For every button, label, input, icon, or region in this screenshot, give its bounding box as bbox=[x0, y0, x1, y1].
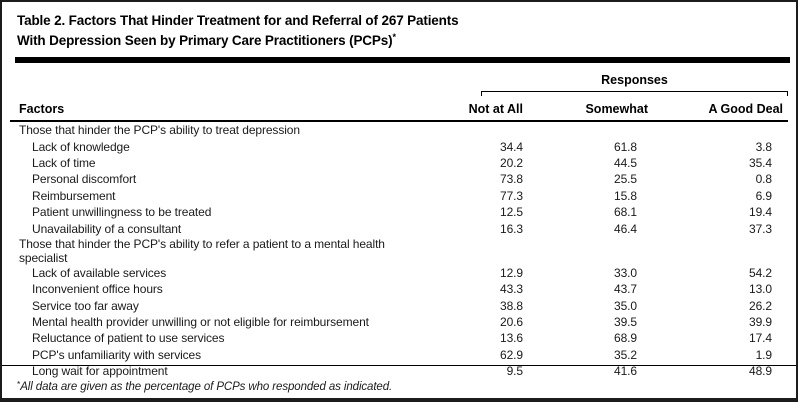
table-row: Unavailability of a consultant 16.3 46.4 37… bbox=[10, 220, 788, 236]
table-title-line1: Table 2. Factors That Hinder Treatment f… bbox=[17, 13, 459, 28]
value-cell bbox=[408, 121, 523, 138]
value-cell: 73.8 bbox=[500, 172, 523, 187]
value-cell: 43.3 bbox=[500, 282, 523, 297]
value-cell: 77.3 bbox=[500, 188, 523, 203]
column-header-row: Factors Not at All Somewhat A Good Deal bbox=[10, 96, 788, 122]
footnote-divider-rule bbox=[2, 365, 796, 366]
responses-spanner: Responses bbox=[408, 71, 788, 96]
value-cell: 1.9 bbox=[755, 347, 772, 362]
value-cell: 34.4 bbox=[500, 139, 523, 154]
value-cell bbox=[523, 237, 648, 265]
value-cell: 38.8 bbox=[500, 298, 523, 313]
value-cell: 25.5 bbox=[614, 172, 637, 187]
factor-label: Those that hinder the PCP's ability to t… bbox=[19, 123, 300, 138]
somewhat-column-header: Somewhat bbox=[522, 96, 648, 122]
value-cell: 12.9 bbox=[500, 265, 523, 280]
value-cell: 44.5 bbox=[614, 155, 637, 170]
value-cell bbox=[408, 237, 523, 265]
value-cell: 20.2 bbox=[500, 155, 523, 170]
factor-label: Reimbursement bbox=[32, 188, 116, 203]
title-divider-rule bbox=[15, 57, 790, 63]
value-cell: 6.9 bbox=[755, 188, 772, 203]
value-cell: 39.9 bbox=[749, 315, 772, 330]
factor-label: Reluctance of patient to use services bbox=[32, 331, 225, 346]
value-cell: 13.0 bbox=[749, 282, 772, 297]
value-cell bbox=[648, 237, 788, 265]
value-cell: 54.2 bbox=[749, 265, 772, 280]
factor-label: Inconvenient office hours bbox=[32, 282, 163, 297]
factor-label: Mental health provider unwilling or not … bbox=[32, 315, 369, 330]
table-title: Table 2. Factors That Hinder Treatment f… bbox=[17, 12, 786, 49]
not-at-all-column-header: Not at All bbox=[407, 96, 523, 122]
factors-table: Responses Factors Not at All Somewhat A … bbox=[10, 71, 788, 379]
table-row: Lack of time 20.2 44.5 35.4 bbox=[10, 155, 788, 171]
value-cell: 61.8 bbox=[614, 139, 637, 154]
value-cell bbox=[523, 121, 648, 138]
section-header-row: Those that hinder the PCP's ability to t… bbox=[10, 121, 788, 138]
spanner-spacer bbox=[10, 71, 408, 96]
value-cell: 48.9 bbox=[749, 364, 772, 379]
value-cell bbox=[648, 121, 788, 138]
factor-label: Lack of knowledge bbox=[32, 139, 130, 154]
factor-label: Unavailability of a consultant bbox=[32, 221, 182, 236]
a-good-deal-column-header: A Good Deal bbox=[647, 96, 788, 122]
factor-label: Personal discomfort bbox=[32, 172, 137, 187]
footnote-marker: * bbox=[17, 379, 21, 389]
table-body: Those that hinder the PCP's ability to t… bbox=[10, 121, 788, 379]
value-cell: 15.8 bbox=[614, 188, 637, 203]
factor-label: Lack of available services bbox=[32, 265, 167, 280]
value-cell: 68.1 bbox=[614, 205, 637, 220]
factors-column-header: Factors bbox=[10, 96, 408, 122]
value-cell: 3.8 bbox=[755, 139, 772, 154]
value-cell: 33.0 bbox=[614, 265, 637, 280]
responses-bracket bbox=[480, 91, 788, 96]
factor-label: PCP's unfamiliarity with services bbox=[32, 347, 202, 362]
value-cell: 35.2 bbox=[614, 347, 637, 362]
table-row: Lack of knowledge 34.4 61.8 3.8 bbox=[10, 138, 788, 154]
table-row: Inconvenient office hours 43.3 43.7 13.0 bbox=[10, 281, 788, 297]
value-cell: 68.9 bbox=[614, 331, 637, 346]
value-cell: 17.4 bbox=[749, 331, 772, 346]
footnote: *All data are given as the percentage of… bbox=[17, 379, 392, 393]
value-cell: 46.4 bbox=[614, 221, 637, 236]
footnote-text: All data are given as the percentage of … bbox=[20, 381, 393, 393]
table-row: Mental health provider unwilling or not … bbox=[10, 314, 788, 330]
footnote-marker-ref: * bbox=[392, 32, 396, 42]
value-cell: 19.4 bbox=[749, 205, 772, 220]
value-cell: 41.6 bbox=[614, 364, 637, 379]
value-cell: 35.4 bbox=[749, 155, 772, 170]
table-row: Service too far away 38.8 35.0 26.2 bbox=[10, 298, 788, 314]
table-row: Long wait for appointment 9.5 41.6 48.9 bbox=[10, 363, 788, 379]
value-cell: 26.2 bbox=[749, 298, 772, 313]
factor-label: Patient unwillingness to be treated bbox=[32, 205, 212, 220]
table-row: Lack of available services 12.9 33.0 54.2 bbox=[10, 265, 788, 281]
value-cell: 13.6 bbox=[500, 331, 523, 346]
factor-label: Service too far away bbox=[32, 298, 139, 313]
responses-label: Responses bbox=[601, 73, 668, 87]
value-cell: 16.3 bbox=[500, 221, 523, 236]
value-cell: 43.7 bbox=[614, 282, 637, 297]
spanner-row: Responses bbox=[10, 71, 788, 96]
table-row: PCP's unfamiliarity with services 62.9 35.… bbox=[10, 347, 788, 363]
value-cell: 62.9 bbox=[500, 347, 523, 362]
factor-label: Long wait for appointment bbox=[32, 364, 168, 379]
table-header: Responses Factors Not at All Somewhat A … bbox=[10, 71, 788, 122]
value-cell: 9.5 bbox=[506, 364, 523, 379]
factor-label: Those that hinder the PCP's ability to r… bbox=[19, 236, 385, 265]
table-row: Personal discomfort 73.8 25.5 0.8 bbox=[10, 171, 788, 187]
table-row: Patient unwillingness to be treated 12.5 6… bbox=[10, 204, 788, 220]
value-cell: 39.5 bbox=[614, 315, 637, 330]
table-row: Reimbursement 77.3 15.8 6.9 bbox=[10, 188, 788, 204]
value-cell: 20.6 bbox=[500, 315, 523, 330]
value-cell: 35.0 bbox=[614, 298, 637, 313]
table-title-line2: With Depression Seen by Primary Care Pra… bbox=[17, 32, 396, 48]
factor-label: Lack of time bbox=[32, 155, 96, 170]
value-cell: 12.5 bbox=[500, 205, 523, 220]
value-cell: 37.3 bbox=[749, 221, 772, 236]
table-row: Reluctance of patient to use services 13.… bbox=[10, 330, 788, 346]
section-header-row: Those that hinder the PCP's ability to r… bbox=[10, 237, 788, 265]
value-cell: 0.8 bbox=[755, 172, 772, 187]
